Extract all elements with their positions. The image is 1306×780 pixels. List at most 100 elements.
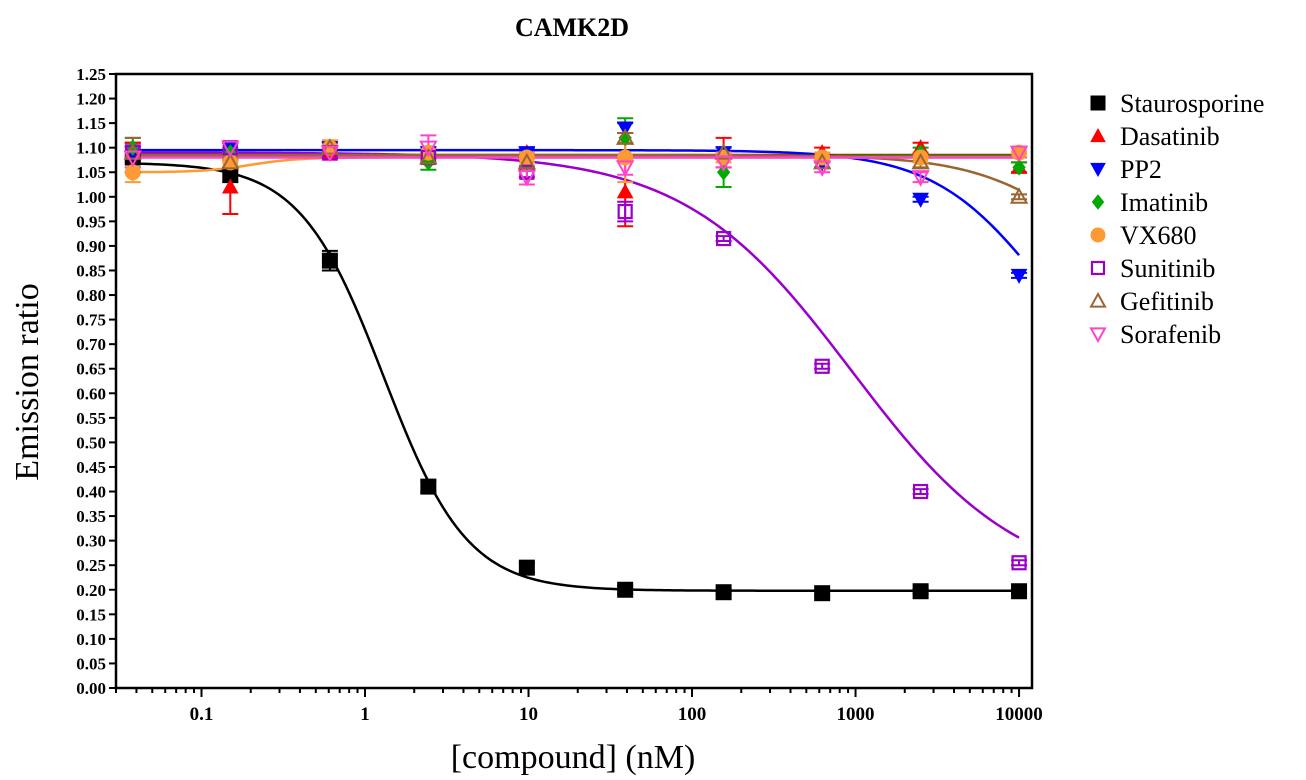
y-tick-label: 0.50 bbox=[76, 433, 106, 452]
point-sorafenib bbox=[1009, 145, 1029, 163]
x-tick-label: 10000 bbox=[995, 704, 1043, 725]
point-staurosporine bbox=[715, 584, 732, 601]
fit-curve-staurosporine bbox=[132, 162, 1020, 592]
point-gefitinib bbox=[1009, 187, 1029, 204]
y-tick-label: 0.45 bbox=[76, 458, 106, 477]
point-gefitinib bbox=[615, 128, 635, 145]
point-sunitinib bbox=[716, 230, 732, 247]
y-tick-label: 0.70 bbox=[76, 335, 106, 354]
point-sunitinib bbox=[913, 483, 929, 500]
point-gefitinib bbox=[714, 143, 733, 160]
point-sorafenib bbox=[517, 170, 537, 187]
y-tick-label: 0.60 bbox=[76, 384, 106, 403]
legend-marker-sunitinib bbox=[1090, 260, 1106, 276]
legend-label-imatinib: Imatinib bbox=[1120, 188, 1208, 217]
legend-marker-imatinib bbox=[1091, 194, 1105, 210]
x-tick-label: 1 bbox=[360, 704, 370, 725]
y-tick-label: 1.15 bbox=[76, 114, 106, 133]
point-gefitinib bbox=[911, 152, 930, 170]
x-tick-label: 1000 bbox=[837, 704, 875, 725]
point-gefitinib bbox=[419, 147, 438, 165]
point-staurosporine bbox=[518, 559, 535, 576]
point-sorafenib bbox=[812, 160, 832, 177]
legend-label-pp2: PP2 bbox=[1120, 155, 1162, 184]
point-sorafenib bbox=[419, 140, 438, 158]
legend-label-staurosporine: Staurosporine bbox=[1120, 89, 1264, 118]
point-pp2 bbox=[912, 192, 929, 208]
point-sunitinib bbox=[1011, 555, 1027, 571]
plot-area bbox=[114, 72, 1034, 690]
y-tick-label: 0.80 bbox=[76, 286, 106, 305]
point-staurosporine bbox=[321, 252, 338, 269]
point-staurosporine bbox=[617, 581, 634, 598]
y-tick-label: 0.40 bbox=[76, 483, 106, 502]
legend-marker-gefitinib bbox=[1089, 291, 1107, 308]
y-tick-label: 0.30 bbox=[76, 532, 106, 551]
point-gefitinib bbox=[517, 152, 537, 170]
y-tick-label: 0.55 bbox=[76, 409, 106, 428]
point-dasatinib bbox=[616, 183, 634, 199]
legend-marker-dasatinib bbox=[1090, 127, 1106, 143]
point-sorafenib bbox=[123, 150, 142, 168]
y-tick-label: 1.20 bbox=[76, 90, 106, 109]
fit-curve-pp2 bbox=[132, 148, 1020, 256]
point-sorafenib bbox=[911, 170, 930, 187]
error-bars bbox=[124, 117, 1028, 597]
y-tick-label: 0.20 bbox=[76, 581, 106, 600]
y-tick-label: 0.95 bbox=[76, 212, 106, 231]
point-staurosporine bbox=[814, 585, 831, 602]
fit-curves bbox=[132, 148, 1020, 592]
legend-label-sorafenib: Sorafenib bbox=[1120, 320, 1221, 349]
y-tick-label: 1.00 bbox=[76, 188, 106, 207]
y-tick-label: 0.10 bbox=[76, 630, 106, 649]
y-tick-label: 1.25 bbox=[76, 65, 106, 84]
legend: Staurosporine Dasatinib PP2 Imatinib VX680 Su… bbox=[1089, 89, 1264, 349]
point-gefitinib bbox=[221, 152, 240, 170]
y-tick-label: 0.05 bbox=[76, 654, 106, 673]
point-vx680 bbox=[617, 149, 634, 166]
point-sorafenib bbox=[714, 155, 733, 172]
point-sorafenib bbox=[615, 160, 635, 177]
chart-title: CAMK2D bbox=[515, 13, 629, 42]
point-sunitinib bbox=[617, 203, 633, 220]
fit-curve-gefitinib bbox=[132, 153, 1020, 192]
legend-marker-pp2 bbox=[1090, 162, 1106, 178]
point-imatinib bbox=[1012, 159, 1026, 176]
x-tick-label: 100 bbox=[678, 704, 707, 725]
y-tick-label: 0.35 bbox=[76, 507, 106, 526]
data-points bbox=[123, 121, 1029, 602]
y-tick-label: 0.85 bbox=[76, 261, 106, 280]
point-sorafenib bbox=[320, 145, 340, 163]
legend-label-vx680: VX680 bbox=[1120, 221, 1197, 250]
point-sunitinib bbox=[814, 358, 830, 374]
x-axis-ticks: 0.1 1 10 100 1000 10000 bbox=[115, 688, 1043, 725]
y-tick-label: 0.90 bbox=[76, 237, 106, 256]
y-tick-label: 1.10 bbox=[76, 139, 106, 158]
y-tick-label: 0.25 bbox=[76, 556, 106, 575]
point-sorafenib bbox=[221, 140, 240, 158]
y-tick-label: 0.75 bbox=[76, 311, 106, 330]
legend-marker-sorafenib bbox=[1089, 327, 1107, 344]
point-imatinib bbox=[716, 163, 731, 181]
point-staurosporine bbox=[912, 583, 929, 600]
y-tick-label: 0.15 bbox=[76, 605, 106, 624]
x-axis-label: [compound] (nM) bbox=[451, 739, 696, 776]
y-tick-label: 0.00 bbox=[76, 679, 106, 698]
y-axis-label: Emission ratio bbox=[9, 283, 46, 480]
legend-marker-staurosporine bbox=[1090, 95, 1106, 111]
y-axis-ticks: 0.00 0.05 0.10 0.15 0.20 0.25 0.30 0.35 0.40 0.45… bbox=[76, 65, 116, 698]
legend-label-dasatinib: Dasatinib bbox=[1120, 122, 1220, 151]
point-dasatinib bbox=[221, 178, 239, 194]
x-tick-label: 0.1 bbox=[190, 704, 214, 725]
point-pp2 bbox=[1010, 268, 1028, 284]
point-staurosporine bbox=[1011, 583, 1028, 600]
point-staurosporine bbox=[420, 478, 437, 495]
legend-label-gefitinib: Gefitinib bbox=[1120, 287, 1214, 316]
y-tick-label: 0.65 bbox=[76, 360, 106, 379]
y-tick-label: 1.05 bbox=[76, 163, 106, 182]
legend-label-sunitinib: Sunitinib bbox=[1120, 254, 1215, 283]
point-vx680 bbox=[715, 149, 732, 166]
fit-curve-sunitinib bbox=[132, 151, 1020, 539]
plot-frame bbox=[114, 72, 1034, 690]
